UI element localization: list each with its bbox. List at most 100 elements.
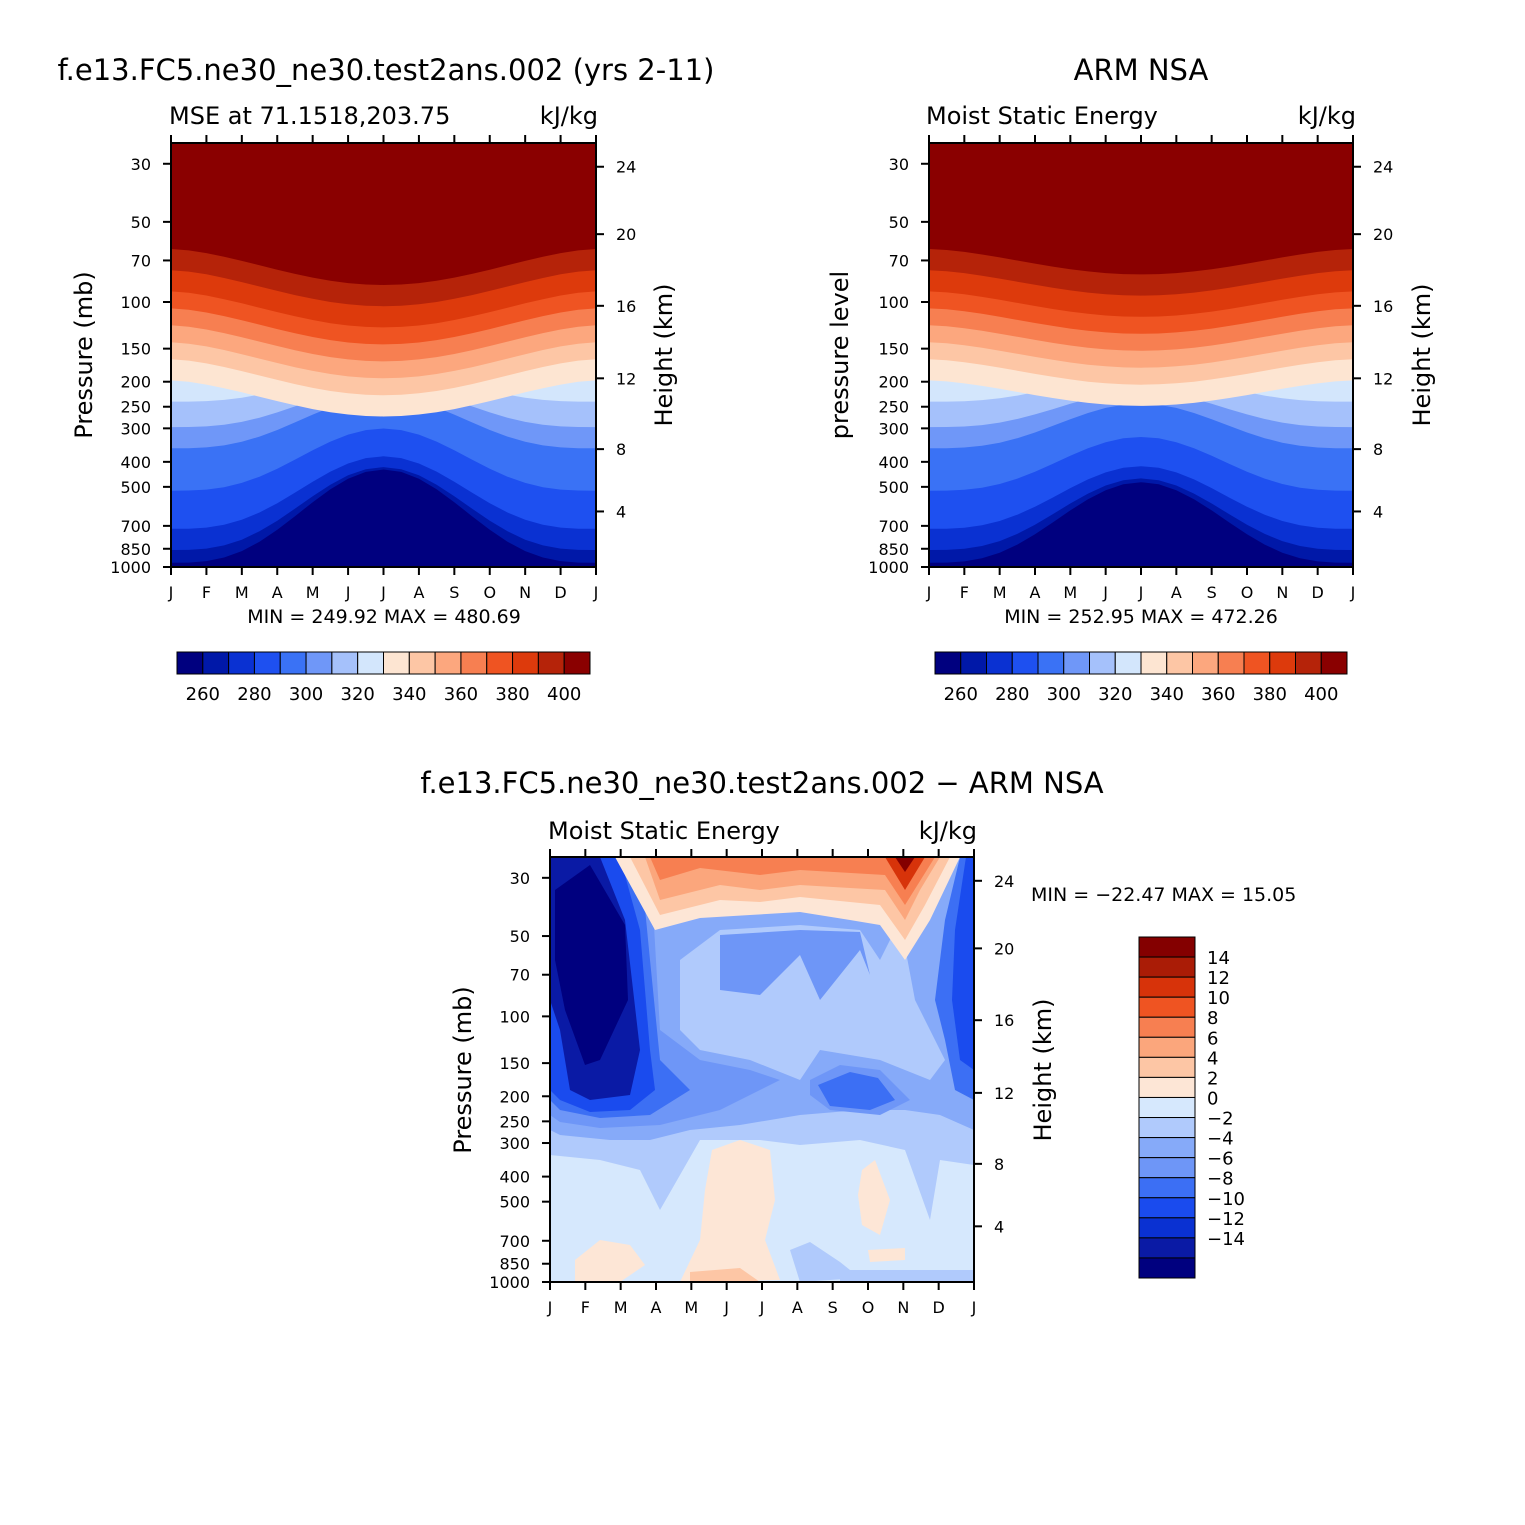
colorbar-label: −10 bbox=[1207, 1189, 1245, 1210]
diff-contour-pos-lower-5 bbox=[690, 1268, 760, 1282]
y-right-tick-label: 4 bbox=[616, 502, 626, 521]
colorbar-label: 340 bbox=[1150, 684, 1184, 705]
y-tick-label: 200 bbox=[878, 373, 909, 392]
panel-1-minmax: MIN = 249.92 MAX = 480.69 bbox=[247, 606, 521, 628]
panel-3-title: f.e13.FC5.ne30_ne30.test2ans.002 − ARM N… bbox=[420, 766, 1103, 800]
y-tick-label: 200 bbox=[499, 1087, 530, 1106]
colorbar-label: 12 bbox=[1207, 968, 1230, 989]
y-tick-label: 250 bbox=[499, 1112, 530, 1131]
y-right-tick-label: 24 bbox=[616, 158, 636, 177]
contour-band bbox=[171, 143, 596, 285]
panel-1-ylabel-right: Height (km) bbox=[650, 284, 678, 427]
y-tick-label: 300 bbox=[120, 419, 151, 438]
panel-1-ylabel: Pressure (mb) bbox=[70, 271, 98, 438]
panel-2-units: kJ/kg bbox=[1298, 102, 1356, 130]
x-tick-label: S bbox=[1207, 583, 1217, 602]
y-tick-label: 50 bbox=[131, 213, 151, 232]
colorbar-label: 380 bbox=[1253, 684, 1287, 705]
colorbar-box bbox=[1166, 651, 1193, 675]
panel-3-subtitle: Moist Static Energy bbox=[548, 817, 780, 845]
x-tick-label: F bbox=[960, 583, 969, 602]
x-tick-label: J bbox=[1350, 583, 1356, 602]
y-tick-label: 100 bbox=[120, 293, 151, 312]
panel-1-axes: J F M A M J J A S O N D J 30 50 70 100 150 200 250 300 400 500… bbox=[110, 135, 636, 602]
y-tick-label: 1000 bbox=[110, 558, 151, 577]
colorbar-box bbox=[1138, 1197, 1196, 1219]
y-tick-label: 500 bbox=[499, 1193, 530, 1212]
colorbar-box bbox=[986, 651, 1013, 675]
diff-contour-pos-lower-4 bbox=[868, 1248, 905, 1262]
panel-2-subtitle: Moist Static Energy bbox=[926, 102, 1158, 130]
colorbar-box bbox=[563, 651, 591, 675]
y-tick-label: 70 bbox=[889, 251, 909, 270]
y-tick-label: 30 bbox=[889, 155, 909, 174]
y-right-tick-label: 16 bbox=[1373, 297, 1393, 316]
colorbar-label: −6 bbox=[1207, 1149, 1234, 1170]
y-tick-label: 250 bbox=[878, 398, 909, 417]
colorbar-box bbox=[1140, 651, 1168, 675]
x-tick-label: D bbox=[554, 583, 566, 602]
diff-contour-neg-6-a bbox=[720, 930, 870, 1000]
colorbar-box bbox=[279, 651, 307, 675]
colorbar-box bbox=[1138, 956, 1196, 978]
x-tick-label: M bbox=[306, 583, 320, 602]
colorbar-box bbox=[1089, 651, 1116, 675]
x-tick-label: M bbox=[235, 583, 249, 602]
y-tick-label: 700 bbox=[120, 517, 151, 536]
y-tick-label: 850 bbox=[499, 1255, 530, 1274]
x-tick-label: O bbox=[1241, 583, 1254, 602]
y-tick-label: 500 bbox=[878, 478, 909, 497]
colorbar-label: 320 bbox=[341, 684, 375, 705]
x-tick-label: N bbox=[897, 1298, 909, 1317]
colorbar-box bbox=[1063, 651, 1090, 675]
x-tick-label: J bbox=[168, 583, 174, 602]
y-right-tick-label: 4 bbox=[994, 1217, 1004, 1236]
panel-2-minmax: MIN = 252.95 MAX = 472.26 bbox=[1004, 606, 1278, 628]
colorbar-box bbox=[1138, 996, 1196, 1018]
panel-3-minmax: MIN = −22.47 MAX = 15.05 bbox=[1031, 884, 1296, 906]
y-tick-label: 50 bbox=[510, 927, 530, 946]
y-tick-label: 150 bbox=[499, 1054, 530, 1073]
y-right-tick-label: 24 bbox=[994, 872, 1014, 891]
x-tick-label: M bbox=[1063, 583, 1077, 602]
y-tick-label: 30 bbox=[131, 155, 151, 174]
panel-2-colorbar: 260 280 300 320 340 360 380 400 bbox=[934, 651, 1348, 705]
y-right-tick-label: 16 bbox=[994, 1011, 1014, 1030]
colorbar-box bbox=[486, 651, 514, 675]
panel-1-units: kJ/kg bbox=[540, 102, 598, 130]
colorbar-box bbox=[934, 651, 962, 675]
panel-3-ylabel-right: Height (km) bbox=[1029, 999, 1057, 1142]
colorbar-label: 10 bbox=[1207, 988, 1230, 1009]
colorbar-box bbox=[1138, 1056, 1196, 1078]
y-right-tick-label: 8 bbox=[1373, 440, 1383, 459]
panel-3-axes: J F M A M J J A S O N D J 30 50 70 100 150 200 250 300 400 500… bbox=[489, 849, 1014, 1317]
y-tick-label: 850 bbox=[120, 540, 151, 559]
colorbar-box bbox=[1114, 651, 1142, 675]
y-right-tick-label: 24 bbox=[1373, 158, 1393, 177]
colorbar-label: 2 bbox=[1207, 1068, 1218, 1089]
colorbar-box bbox=[408, 651, 436, 675]
x-tick-label: J bbox=[971, 1298, 977, 1317]
colorbar-box bbox=[331, 651, 359, 675]
colorbar-label: 260 bbox=[944, 684, 978, 705]
x-tick-label: J bbox=[547, 1298, 553, 1317]
x-tick-label: N bbox=[519, 583, 531, 602]
colorbar-box bbox=[460, 651, 488, 675]
colorbar-label: 280 bbox=[995, 684, 1029, 705]
x-tick-label: F bbox=[581, 1298, 590, 1317]
y-tick-label: 50 bbox=[889, 213, 909, 232]
y-tick-label: 1000 bbox=[868, 558, 909, 577]
colorbar-label: −12 bbox=[1207, 1209, 1245, 1230]
y-tick-label: 30 bbox=[510, 869, 530, 888]
colorbar-box bbox=[434, 651, 462, 675]
x-tick-label: J bbox=[345, 583, 351, 602]
colorbar-box bbox=[1138, 1157, 1196, 1179]
y-tick-label: 400 bbox=[878, 453, 909, 472]
colorbar-box bbox=[1269, 651, 1296, 675]
colorbar-box bbox=[1217, 651, 1245, 675]
panel-1-title: f.e13.FC5.ne30_ne30.test2ans.002 (yrs 2-… bbox=[58, 53, 715, 87]
colorbar-label: −8 bbox=[1207, 1169, 1234, 1190]
y-right-tick-label: 20 bbox=[994, 939, 1014, 958]
colorbar-box bbox=[1037, 651, 1065, 675]
